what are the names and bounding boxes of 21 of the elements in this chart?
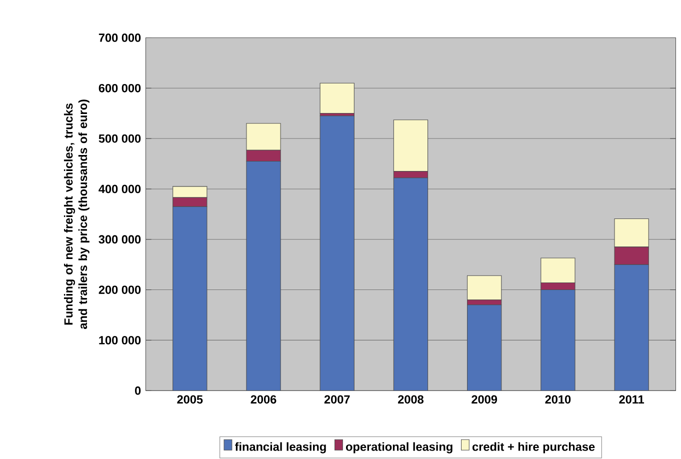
y-tick-label: 300 000	[98, 234, 141, 244]
y-tick-label: 200 000	[98, 285, 141, 294]
legend-label: credit + hire purchase	[472, 442, 595, 454]
y-axis-title: Funding of new freight vehicles, trucks and trailers by price (thousands of euro)	[64, 99, 90, 329]
y-tick-label: 0	[135, 386, 141, 395]
y-tick-label: 500 000	[98, 134, 141, 142]
x-tick-label: 2008	[398, 395, 424, 404]
x-tick-label: 2007	[324, 395, 350, 404]
y-tick-label: 700 000	[98, 33, 141, 42]
y-tick-label: 400 000	[98, 184, 141, 193]
x-tick-label: 2011	[619, 395, 644, 404]
legend-label: operational leasing	[346, 442, 452, 454]
y-tick-label: 100 000	[99, 336, 141, 344]
bar	[320, 115, 354, 390]
legend-label: financial leasing	[234, 442, 326, 454]
x-tick-label: 2006	[250, 395, 276, 404]
y-tick-label: 600 000	[98, 84, 141, 92]
x-tick-label: 2009	[472, 395, 498, 404]
x-tick-label: 2010	[545, 395, 571, 404]
x-tick-label: 2005	[177, 395, 203, 404]
bar	[320, 82, 354, 114]
